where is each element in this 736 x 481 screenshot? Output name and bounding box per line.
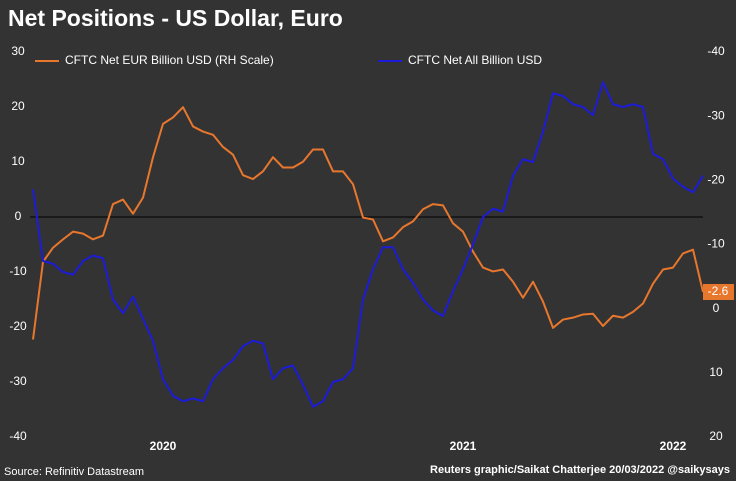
y-tick-label: -10	[9, 264, 27, 278]
source: Source: Refinitiv Datastream	[4, 466, 144, 478]
legend-label: CFTC Net All Billion USD	[408, 53, 542, 67]
line-series	[32, 81, 704, 408]
y-tick-label: 0	[15, 209, 22, 223]
y2-tick-label: -30	[707, 108, 725, 122]
y-tick-label: 30	[11, 44, 25, 58]
y-tick-label: 20	[11, 99, 25, 113]
chart-title: Net Positions - US Dollar, Euro	[8, 5, 343, 31]
credit: Reuters graphic/Saikat Chatterjee 20/03/…	[430, 464, 730, 476]
y2-tick-label: -10	[707, 237, 725, 251]
end-label: -2.6	[708, 284, 729, 298]
y2-tick-label: -20	[707, 173, 725, 187]
line-series	[32, 106, 704, 340]
x-tick-label: 2021	[450, 439, 477, 453]
y-tick-label: -20	[9, 319, 27, 333]
y2-tick-label: 20	[709, 429, 723, 443]
legend-label: CFTC Net EUR Billion USD (RH Scale)	[65, 53, 274, 67]
x-tick-label: 2020	[150, 439, 177, 453]
y2-tick-label: -40	[707, 44, 725, 58]
y2-tick-label: 0	[713, 301, 720, 315]
y2-tick-label: 10	[709, 365, 723, 379]
end-label-box	[703, 283, 734, 300]
y-tick-label: -30	[9, 374, 27, 388]
x-tick-label: 2022	[660, 439, 687, 453]
y-tick-label: -40	[9, 429, 27, 443]
y-tick-label: 10	[11, 154, 25, 168]
